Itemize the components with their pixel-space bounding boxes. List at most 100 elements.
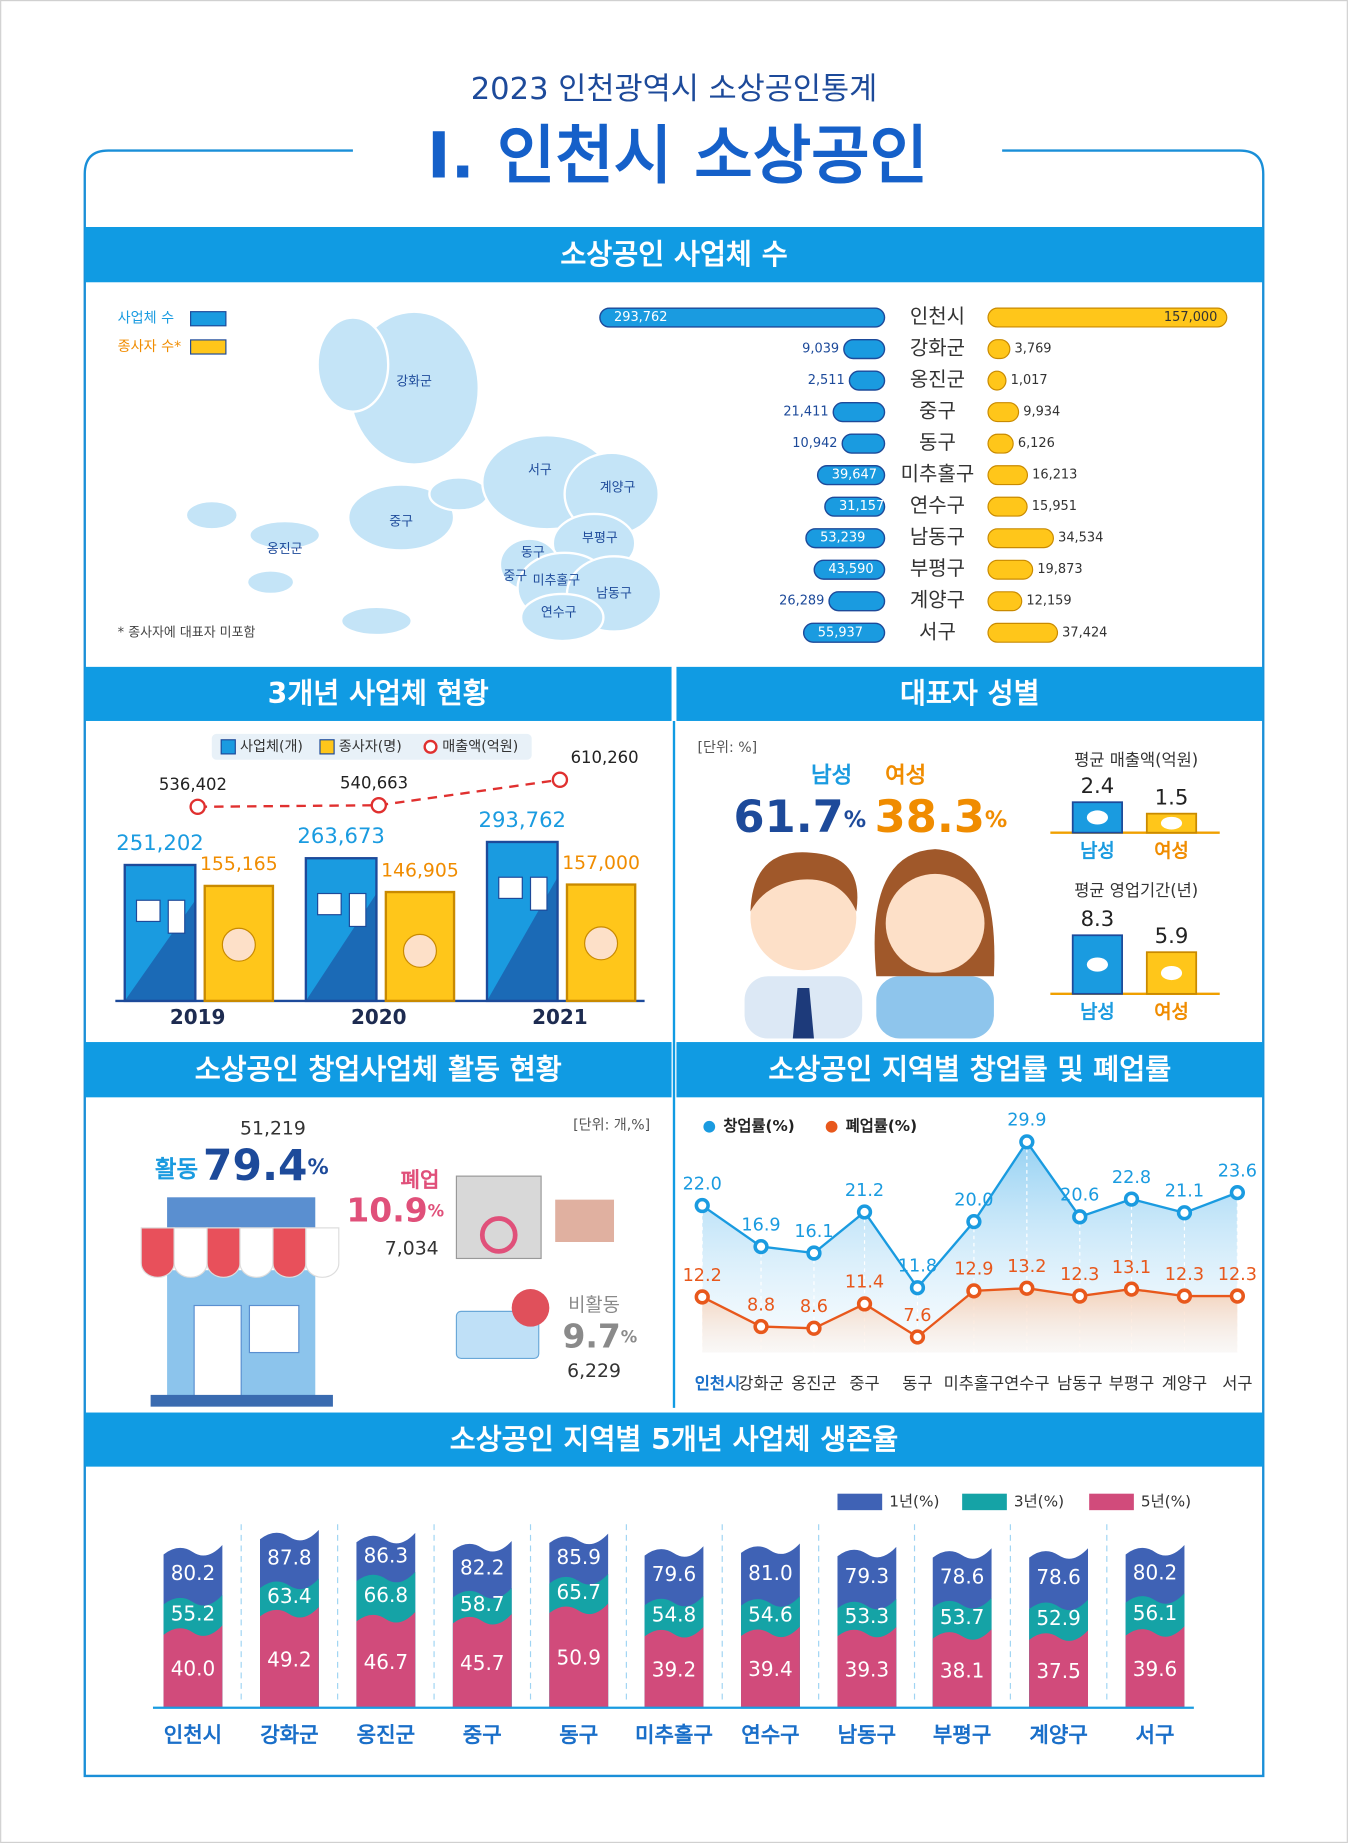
boy-tie [792, 987, 814, 1039]
bar [741, 1626, 800, 1708]
map-label: 계양구 [600, 481, 636, 496]
store-floor [150, 1394, 333, 1407]
value-label: 45.7 [460, 1651, 505, 1675]
share-unit: % [844, 806, 866, 832]
bar [987, 339, 1011, 360]
value-label: 38.1 [940, 1659, 985, 1683]
x-tick-label: 동구 [559, 1722, 598, 1747]
legend-swatch [190, 339, 227, 355]
awning [272, 1227, 307, 1278]
value-label: 81.0 [748, 1561, 793, 1585]
bar [848, 370, 886, 391]
unit-note: [단위: 개,%] [573, 1118, 650, 1134]
category-label: 옹진군 [910, 367, 965, 391]
building-window [135, 899, 161, 923]
value-label: 37,424 [1062, 625, 1107, 640]
legend-swatch [962, 1493, 1007, 1511]
value-label: 13.2 [1007, 1257, 1046, 1277]
bar [832, 402, 886, 423]
value-label: 78.6 [1036, 1565, 1081, 1589]
bar [1125, 1626, 1185, 1708]
legend-swatch [825, 1120, 838, 1133]
value-label: 55.2 [171, 1601, 216, 1625]
cart [455, 1310, 540, 1360]
point [1019, 1280, 1035, 1296]
building-door [348, 892, 367, 928]
awning [140, 1227, 175, 1278]
value-label: 31,157 [839, 499, 884, 514]
value-label: 55,937 [818, 625, 863, 640]
bar [813, 559, 886, 580]
subtitle: 2023 인천광역시 소상공인통계 [471, 72, 878, 107]
value-label: 536,402 [159, 775, 227, 794]
point [189, 798, 206, 816]
value-label: 1.5 [1155, 784, 1189, 809]
x-tick-label: 서구 [1222, 1374, 1252, 1393]
value-label: 54.8 [652, 1603, 697, 1627]
bar [828, 591, 886, 612]
point [1072, 1288, 1088, 1304]
status-pct: 9.7% [562, 1316, 637, 1355]
bar [452, 1614, 512, 1708]
value-label: 12.3 [1218, 1265, 1257, 1285]
building-door [529, 876, 548, 911]
category-label: 서구 [919, 619, 956, 643]
title: Ⅰ. 인천시 소상공인 [427, 119, 928, 193]
status-pct-value: 10.9 [346, 1190, 427, 1229]
x-tick-label: 계양구 [1029, 1722, 1087, 1747]
legend-label: 종사자(명) [339, 739, 402, 755]
value-label: 293,762 [614, 310, 667, 325]
category-label: 동구 [919, 430, 956, 454]
map-region [248, 519, 322, 551]
value-label: 39,647 [832, 468, 877, 483]
map-label: 강화군 [396, 375, 432, 390]
value-label: 12.3 [1060, 1265, 1099, 1285]
value-label: 23.6 [1218, 1161, 1257, 1181]
point [856, 1296, 873, 1312]
x-tick-label: 강화군 [738, 1374, 783, 1393]
point [370, 797, 388, 814]
map-region [428, 476, 490, 512]
frame [83, 149, 1265, 1778]
map-label: 연수구 [541, 605, 577, 620]
point [1229, 1288, 1246, 1304]
bar [260, 1607, 319, 1708]
x-tick-label: 미추홀구 [635, 1722, 713, 1747]
building-shade [486, 877, 558, 1001]
value-label: 53,239 [820, 531, 865, 546]
map-region [184, 499, 239, 531]
legend-label: 사업체 수 [118, 311, 174, 327]
share-unit: % [985, 806, 1007, 832]
value-label: 50.9 [556, 1646, 601, 1670]
bar [987, 402, 1020, 423]
value-label: 29.9 [1007, 1111, 1046, 1131]
value-label: 540,663 [340, 774, 408, 793]
bar [549, 1603, 609, 1708]
x-tick-label: 2019 [170, 1005, 226, 1029]
value-label: 34,534 [1058, 531, 1103, 546]
value-label: 87.8 [267, 1545, 312, 1569]
closed-icon [479, 1216, 518, 1254]
value-label: 49.2 [267, 1647, 312, 1671]
status-pct: 10.9% [346, 1190, 444, 1229]
point [966, 1214, 982, 1230]
bar [163, 1625, 223, 1708]
store-sign [167, 1197, 316, 1228]
value-label: 19,873 [1037, 562, 1082, 577]
section-header [84, 666, 672, 721]
point [753, 1238, 769, 1255]
store-door [193, 1304, 242, 1401]
legend-label: 사업체(개) [240, 739, 303, 755]
category-label: 강화군 [910, 336, 965, 360]
x-tick-label: 중구 [463, 1722, 502, 1747]
value-label: 15,951 [1032, 499, 1077, 514]
map-region [316, 316, 390, 413]
point [1123, 1281, 1140, 1297]
value-label: 39.6 [1133, 1657, 1178, 1681]
status-label: 활동 [155, 1155, 198, 1183]
status-pct-unit: % [307, 1154, 328, 1179]
share: 38.3% [875, 791, 1008, 843]
legend-label: 매출액(억원) [442, 739, 518, 755]
gender-label: 여성 [1154, 1001, 1189, 1023]
